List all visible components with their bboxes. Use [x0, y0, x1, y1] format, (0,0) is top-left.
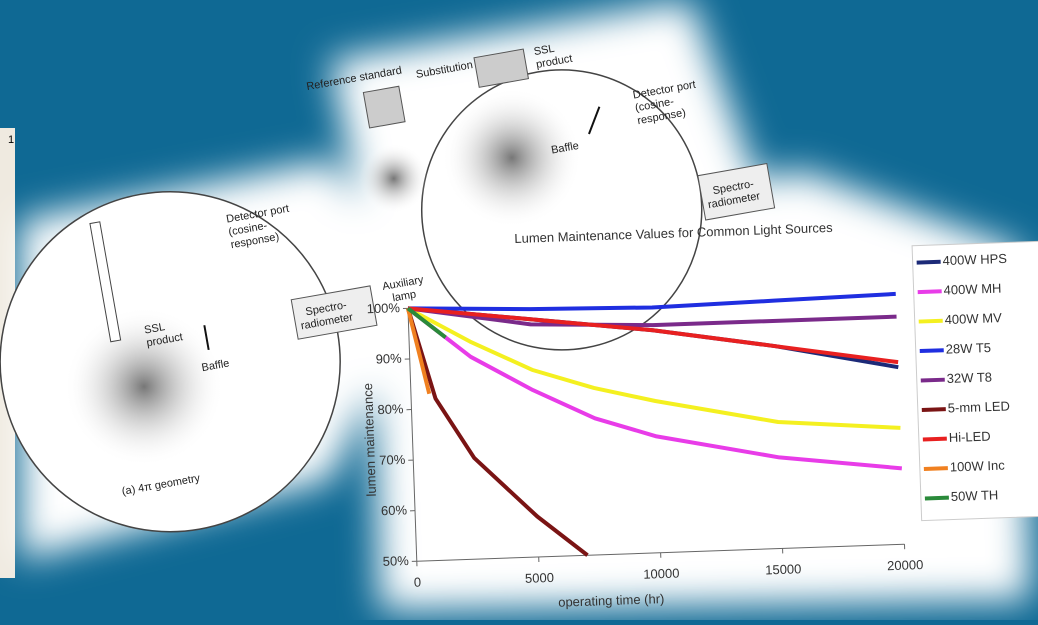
y-tick-label: 60% [381, 502, 408, 518]
legend-swatch [925, 498, 949, 499]
x-tick-label: 10000 [643, 566, 680, 582]
y-tick-label: 90% [375, 351, 402, 367]
x-axis-label: operating time (hr) [558, 591, 665, 610]
legend-label: 400W HPS [942, 251, 1007, 268]
legend-label: 400W MH [943, 281, 1001, 298]
legend-label: 5-mm LED [948, 398, 1011, 415]
legend-label: 28W T5 [945, 340, 991, 357]
legend-label: 400W MV [944, 310, 1002, 327]
legend-label: 32W T8 [946, 369, 992, 386]
legend-label: 100W Inc [950, 458, 1006, 475]
legend-swatch [917, 262, 941, 263]
legend-swatch [921, 380, 945, 381]
x-tick-label: 20000 [887, 557, 924, 573]
y-tick-label: 100% [366, 300, 400, 316]
legend-label: 50W TH [951, 487, 999, 504]
x-tick-label: 5000 [525, 570, 554, 586]
y-tick-label: 80% [377, 401, 404, 417]
y-tick-label: 50% [382, 553, 409, 569]
legend-swatch [923, 439, 947, 440]
side-panel-label: 1 [8, 134, 14, 146]
legend-swatch [922, 409, 946, 410]
ref-lamp [363, 86, 405, 128]
x-tick-label: 0 [414, 575, 422, 590]
legend-swatch [919, 321, 943, 322]
legend-swatch [924, 468, 948, 469]
x-tick-label: 15000 [765, 561, 802, 577]
legend-swatch [918, 291, 942, 292]
y-tick-label: 70% [379, 452, 406, 468]
legend-swatch [920, 350, 944, 351]
legend-label: Hi-LED [949, 429, 991, 445]
